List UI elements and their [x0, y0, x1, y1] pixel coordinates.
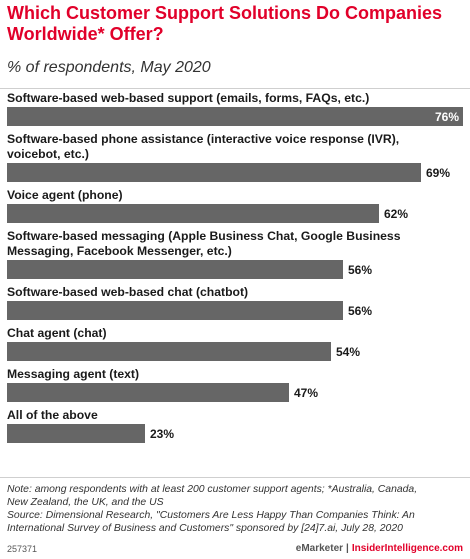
- chart-id: 257371: [7, 544, 38, 554]
- bar: [7, 107, 463, 126]
- category-label: voicebot, etc.): [7, 147, 89, 161]
- top-divider: [0, 88, 470, 89]
- bar: [7, 204, 379, 223]
- bar: [7, 342, 331, 361]
- source-line: Source: Dimensional Research, "Customers…: [7, 510, 415, 521]
- bar: [7, 424, 145, 443]
- chart-title: Which Customer Support Solutions Do Comp…: [7, 3, 443, 44]
- category-label: All of the above: [7, 408, 98, 422]
- brand-emarketer: eMarketer: [295, 543, 344, 554]
- brand-separator: |: [346, 543, 349, 554]
- value-label: 23%: [150, 427, 174, 441]
- category-label: Software-based phone assistance (interac…: [7, 132, 399, 146]
- bar-chart: Software-based web-based support (emails…: [7, 91, 463, 443]
- value-label: 56%: [348, 263, 372, 277]
- value-label: 56%: [348, 304, 372, 318]
- source-note: Note: among respondents with at least 20…: [7, 483, 465, 535]
- value-label: 54%: [336, 345, 360, 359]
- value-label: 62%: [384, 207, 408, 221]
- category-label: Messaging, Facebook Messenger, etc.): [7, 244, 232, 258]
- value-label: 76%: [435, 110, 459, 124]
- category-label: Messaging agent (text): [7, 367, 139, 381]
- value-label: 47%: [294, 386, 318, 400]
- bar: [7, 260, 343, 279]
- bottom-divider: [0, 477, 470, 478]
- category-label: Chat agent (chat): [7, 326, 107, 340]
- note-line: Note: among respondents with at least 20…: [7, 484, 418, 495]
- bar: [7, 301, 343, 320]
- bar: [7, 163, 421, 182]
- value-label: 69%: [426, 166, 450, 180]
- category-label: Software-based messaging (Apple Business…: [7, 229, 401, 243]
- source-line: International Survey of Business and Cus…: [7, 523, 403, 534]
- brand-insider-intelligence: InsiderIntelligence.com: [351, 543, 463, 554]
- brand-credit: eMarketer | InsiderIntelligence.com: [296, 543, 463, 554]
- category-label: Voice agent (phone): [7, 188, 123, 202]
- note-line: New Zealand, the UK, and the US: [7, 497, 164, 508]
- chart-subtitle: % of respondents, May 2020: [7, 59, 211, 76]
- bar: [7, 383, 289, 402]
- category-label: Software-based web-based support (emails…: [7, 91, 369, 105]
- category-label: Software-based web-based chat (chatbot): [7, 285, 248, 299]
